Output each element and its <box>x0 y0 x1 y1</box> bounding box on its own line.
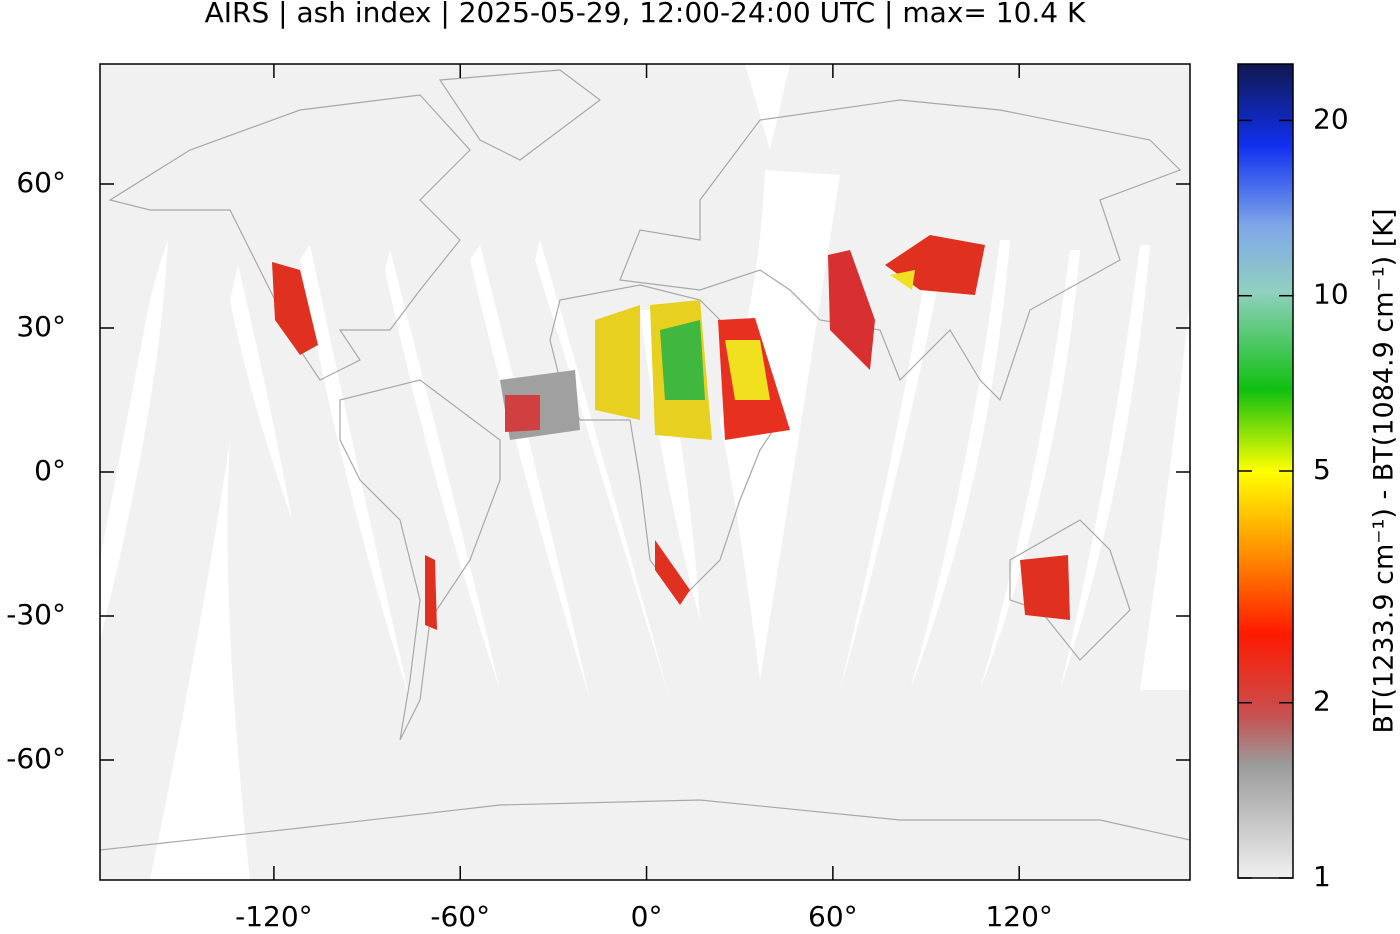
colorbar-tick-label: 1 <box>1313 860 1331 893</box>
y-tick-label: -60° <box>6 742 66 775</box>
chart-title: AIRS | ash index | 2025-05-29, 12:00-24:… <box>205 0 1086 29</box>
colorbar-tick-label: 20 <box>1313 102 1349 135</box>
x-tick-label: -120° <box>235 900 313 930</box>
x-tick-label: 120° <box>985 900 1052 930</box>
swath-background <box>100 64 1190 880</box>
y-tick-label: 30° <box>16 310 66 343</box>
colorbar-tick-label: 5 <box>1313 453 1331 486</box>
colorbar-tick-label: 10 <box>1313 278 1349 311</box>
x-tick-label: -60° <box>430 900 490 930</box>
y-tick-label: -30° <box>6 598 66 631</box>
x-tick-label: 60° <box>808 900 858 930</box>
x-tick-label: 0° <box>631 900 663 930</box>
map-layer <box>100 64 1190 880</box>
y-tick-label: 0° <box>34 454 66 487</box>
colorbar-label: BT(1233.9 cm⁻¹) - BT(1084.9 cm⁻¹) [K] <box>1369 209 1400 734</box>
y-tick-label: 60° <box>16 166 66 199</box>
colorbar-tick-label: 2 <box>1313 685 1331 718</box>
ash-signal <box>272 235 1070 630</box>
